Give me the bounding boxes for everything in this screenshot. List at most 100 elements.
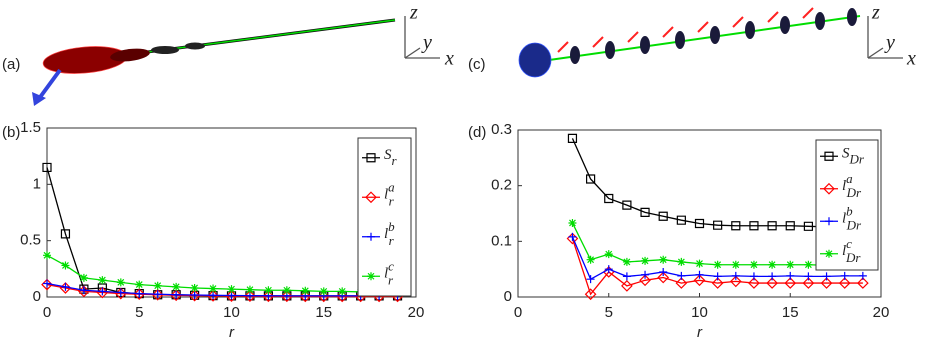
data-point: [584, 288, 597, 301]
data-point: [567, 133, 578, 143]
panel-label: (b): [2, 124, 20, 141]
illustration-a: [32, 16, 440, 106]
data-point: [677, 271, 686, 280]
data-point: [586, 255, 595, 264]
x-tick-label: 10: [691, 304, 708, 321]
data-point: [658, 211, 668, 221]
data-point: [641, 256, 650, 265]
y-tick-label: 0.2: [491, 177, 512, 194]
data-point: [675, 277, 688, 289]
data-point: [43, 251, 51, 260]
data-point: [282, 286, 291, 295]
x-tick-label: 20: [873, 304, 890, 321]
data-point: [804, 260, 813, 269]
data-point: [804, 272, 813, 281]
data-point: [731, 271, 740, 280]
data-point: [676, 215, 686, 225]
data-point: [693, 274, 706, 287]
frame-axis: y: [884, 32, 895, 54]
data-point: [262, 290, 275, 303]
data-point: [659, 255, 668, 264]
series-line: [571, 238, 863, 296]
x-tick-label: 5: [135, 304, 143, 321]
data-point: [838, 277, 851, 289]
y-tick-label: 0: [504, 288, 512, 305]
legend-label: lb Dr: [842, 203, 862, 232]
series-line: [46, 254, 398, 294]
legend-marker: [825, 249, 833, 258]
data-point: [749, 260, 758, 269]
legend-marker: [365, 191, 377, 204]
legend-marker: [367, 232, 375, 241]
data-point: [42, 162, 52, 173]
data-point: [621, 280, 633, 292]
panel-label: (d): [468, 124, 486, 141]
legend-marker: [825, 217, 833, 226]
data-point: [695, 259, 704, 268]
data-point: [190, 283, 199, 292]
data-point: [622, 272, 631, 281]
frame-axis: x: [906, 48, 916, 70]
data-point: [301, 286, 310, 295]
data-point: [207, 290, 219, 302]
data-point: [209, 291, 218, 300]
data-point: [604, 193, 614, 204]
data-point: [786, 271, 795, 280]
data-point: [766, 277, 778, 289]
y-tick-label: 1: [33, 175, 41, 192]
data-point: [659, 267, 668, 276]
data-point: [188, 289, 201, 302]
x-tick-label: 15: [315, 304, 332, 321]
data-point: [729, 275, 742, 288]
legend-marker: [367, 272, 375, 281]
legend-marker: [824, 151, 834, 161]
data-point: [786, 260, 795, 269]
data-point: [749, 272, 758, 281]
data-point: [172, 282, 181, 291]
legend-label: lc Dr: [842, 236, 861, 265]
panel-label: (c): [468, 56, 486, 73]
data-point: [568, 232, 577, 241]
data-point: [713, 220, 723, 230]
legend-box: [357, 137, 412, 297]
data-point: [768, 272, 777, 281]
data-point: [209, 284, 218, 293]
data-point: [695, 270, 704, 279]
data-point: [802, 277, 815, 289]
data-point: [677, 257, 686, 266]
data-point: [319, 287, 328, 296]
series-line: [46, 167, 398, 297]
legend-box: [815, 139, 879, 271]
x-axis-label: r: [697, 324, 703, 341]
x-tick-label: 0: [514, 304, 522, 321]
data-point: [264, 286, 273, 295]
data-point: [731, 260, 740, 269]
data-point: [713, 272, 722, 281]
data-point: [840, 271, 849, 280]
data-point: [694, 218, 705, 229]
data-point: [822, 272, 831, 281]
data-point: [133, 288, 146, 301]
data-point: [79, 273, 88, 282]
data-point: [135, 280, 144, 289]
data-point: [640, 207, 650, 217]
data-point: [604, 250, 613, 259]
data-point: [61, 261, 70, 270]
data-point: [657, 271, 670, 284]
data-point: [586, 275, 595, 284]
data-point: [170, 289, 182, 302]
data-point: [244, 290, 256, 303]
panel-label: (a): [2, 56, 20, 73]
frame-axis: x: [444, 48, 454, 70]
frame-axis: z: [409, 2, 418, 24]
x-tick-label: 20: [408, 304, 425, 321]
x-tick-label: 10: [223, 304, 240, 321]
data-point: [172, 290, 181, 299]
data-point: [299, 290, 312, 303]
legend-label: la r: [384, 179, 395, 208]
data-point: [767, 221, 777, 231]
data-point: [227, 285, 236, 294]
x-tick-label: 15: [782, 304, 799, 321]
series-line: [571, 138, 863, 229]
data-point: [281, 290, 293, 303]
